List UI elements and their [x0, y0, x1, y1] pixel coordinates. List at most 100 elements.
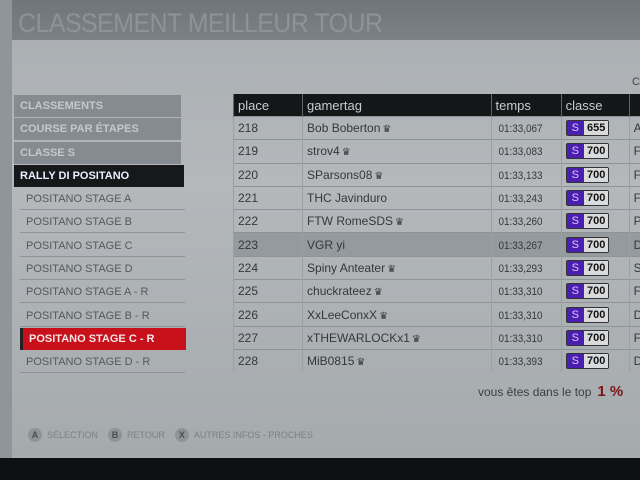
place-cell: 226: [232, 302, 303, 327]
class-badge: S 700: [565, 306, 610, 323]
hint-autres-infos-proches[interactable]: X AUTRES INFOS - PROCHES: [174, 428, 313, 442]
hint-label: AUTRES INFOS - PROCHES: [193, 430, 313, 440]
gamertag: SParsons08: [307, 167, 373, 182]
performance-index: 655: [584, 121, 609, 136]
place-cell: 219: [232, 139, 303, 164]
crown-icon: ♛: [373, 287, 383, 299]
class-cell: S 700: [560, 255, 630, 280]
performance-index: 700: [584, 307, 609, 322]
controller-b-button-icon: B: [108, 428, 123, 442]
lap-time: 01:33,293: [497, 262, 543, 275]
class-cell: S 655: [560, 115, 630, 140]
class-letter: S: [566, 191, 585, 206]
performance-index: 700: [584, 237, 609, 252]
class-letter: S: [566, 167, 585, 182]
table-row[interactable]: 222 FTW RomeSDS ♛ 01:33,260 S 700 P: [232, 209, 640, 233]
class-letter: S: [566, 307, 585, 322]
class-cell: S 700: [560, 209, 630, 233]
hint-label: RETOUR: [127, 430, 165, 440]
class-cell: S 700: [560, 302, 630, 327]
table-row[interactable]: 218 Bob Boberton ♛ 01:33,067 S 655 A: [232, 115, 640, 140]
class-letter: S: [566, 237, 585, 252]
corner-text: C: [632, 76, 640, 88]
lap-time: 01:33,310: [497, 286, 543, 299]
table-row[interactable]: 220 SParsons08 ♛ 01:33,133 S 700 F: [232, 162, 640, 187]
sidebar-item-stage[interactable]: POSITANO STAGE D - R: [20, 351, 185, 374]
gamertag-cell: xTHEWARLOCKx1 ♛: [302, 325, 492, 350]
button-hints: A SÉLECTION B RETOUR X AUTRES INFOS - PROCHES: [28, 428, 313, 442]
class-badge: S 700: [565, 259, 610, 276]
column-header[interactable]: place: [232, 94, 303, 117]
table-row[interactable]: 223 VGR yi 01:33,267 S 700 D: [232, 232, 640, 257]
place-cell: 221: [232, 185, 303, 210]
leaderboard-table: place gamertag temps classe 218 Bob Boberton…: [232, 94, 640, 373]
place-cell: 224: [232, 255, 303, 280]
class-letter: S: [566, 330, 585, 345]
sidebar: CLASSEMENTS COURSE PAR ÉTAPES CLASSE S RALL…: [14, 95, 186, 375]
column-header[interactable]: temps: [490, 94, 562, 117]
table-row[interactable]: 219 strov4 ♛ 01:33,083 S 700 F: [232, 139, 640, 164]
gamertag: Spiny Anteater: [307, 260, 386, 275]
sidebar-active-event[interactable]: RALLY DI POSITANO: [14, 164, 184, 187]
extra-cell: S: [628, 255, 640, 280]
crown-icon: ♛: [387, 263, 397, 275]
table-row[interactable]: 221 THC Javinduro 01:33,243 S 700 F: [232, 185, 640, 210]
extra-cell: Do: [628, 302, 640, 327]
gamertag: MiB0815: [307, 354, 355, 369]
column-header[interactable]: gamertag: [302, 94, 492, 117]
extra-cell: P: [628, 209, 640, 233]
sidebar-item-stage[interactable]: POSITANO STAGE A - R: [20, 281, 185, 304]
sidebar-breadcrumb[interactable]: CLASSEMENTS: [14, 95, 181, 117]
class-cell: S 700: [560, 232, 630, 257]
crown-icon: ♛: [379, 310, 389, 322]
sidebar-item-stage[interactable]: POSITANO STAGE A: [20, 188, 185, 211]
title-banner: CLASSEMENT MEILLEUR TOUR: [0, 0, 640, 40]
left-edge: [0, 0, 12, 458]
gamertag-cell: Bob Boberton ♛: [302, 115, 492, 140]
time-cell: 01:33,393: [490, 348, 562, 373]
column-header[interactable]: classe: [560, 94, 630, 117]
class-badge: S 700: [565, 283, 610, 300]
lap-time: 01:33,133: [497, 169, 543, 182]
hint-s-lection[interactable]: A SÉLECTION: [28, 428, 98, 442]
hint-retour[interactable]: B RETOUR: [108, 428, 165, 442]
class-badge: S 700: [565, 236, 610, 253]
crown-icon: ♛: [382, 124, 392, 136]
class-letter: S: [566, 354, 585, 369]
extra-cell: A: [628, 115, 640, 140]
class-letter: S: [566, 284, 585, 299]
crown-icon: ♛: [374, 170, 384, 182]
class-letter: S: [566, 214, 585, 229]
place-cell: 228: [232, 348, 303, 373]
class-cell: S 700: [560, 162, 630, 187]
time-cell: 01:33,310: [490, 302, 562, 327]
game-screen: CLASSEMENT MEILLEUR TOUR C CLASSEMENTS CO…: [0, 0, 640, 458]
place-cell: 227: [232, 325, 303, 350]
sidebar-breadcrumb[interactable]: COURSE PAR ÉTAPES: [14, 118, 181, 141]
class-badge: S 700: [565, 143, 610, 160]
time-cell: 01:33,067: [490, 115, 562, 140]
sidebar-item-stage[interactable]: POSITANO STAGE B: [20, 211, 185, 234]
performance-index: 700: [584, 214, 609, 229]
extra-cell: Do: [628, 348, 640, 373]
place-cell: 220: [232, 162, 303, 187]
column-header[interactable]: [628, 94, 640, 117]
controller-a-button-icon: A: [28, 428, 42, 442]
sidebar-item-stage[interactable]: POSITANO STAGE C - R: [20, 327, 186, 350]
lap-time: 01:33,243: [497, 193, 543, 206]
sidebar-item-stage[interactable]: POSITANO STAGE C: [20, 235, 185, 257]
crown-icon: ♛: [395, 217, 404, 229]
table-row[interactable]: 224 Spiny Anteater ♛ 01:33,293 S 700 S: [232, 255, 640, 280]
sidebar-breadcrumb[interactable]: CLASSE S: [14, 141, 181, 164]
extra-cell: Fo: [628, 325, 640, 350]
performance-index: 700: [584, 144, 609, 159]
place-cell: 222: [232, 209, 303, 233]
page-title: CLASSEMENT MEILLEUR TOUR: [18, 8, 383, 38]
sidebar-item-stage[interactable]: POSITANO STAGE B - R: [20, 305, 185, 327]
gamertag-cell: strov4 ♛: [302, 139, 492, 164]
sidebar-item-stage[interactable]: POSITANO STAGE D: [20, 258, 185, 281]
